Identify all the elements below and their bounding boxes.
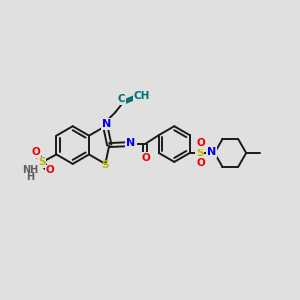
Text: O: O bbox=[45, 165, 54, 175]
Text: O: O bbox=[31, 148, 40, 158]
Text: S: S bbox=[196, 148, 203, 158]
Text: O: O bbox=[142, 153, 150, 163]
Text: O: O bbox=[197, 158, 206, 168]
Text: N: N bbox=[207, 147, 216, 157]
Text: S: S bbox=[102, 160, 109, 170]
Text: H: H bbox=[27, 172, 35, 182]
Text: S: S bbox=[38, 158, 45, 167]
Text: NH: NH bbox=[22, 165, 39, 175]
Text: C: C bbox=[117, 94, 125, 104]
Text: CH: CH bbox=[134, 91, 150, 100]
Text: N: N bbox=[127, 138, 136, 148]
Text: O: O bbox=[197, 138, 206, 148]
Text: N: N bbox=[102, 119, 111, 129]
